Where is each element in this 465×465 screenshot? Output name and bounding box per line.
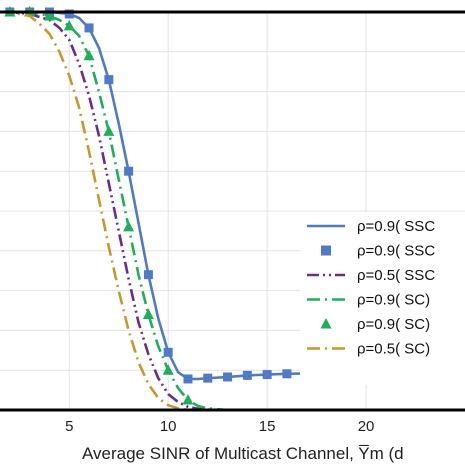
series-1-point-13 xyxy=(262,370,272,380)
plot-frame xyxy=(0,10,465,412)
series-1-point-14 xyxy=(282,369,292,379)
series-1-point-11 xyxy=(223,372,233,382)
series-1-point-3 xyxy=(64,9,74,19)
series-1-point-6 xyxy=(124,166,134,176)
x-tick-label-3: 20 xyxy=(358,418,375,435)
x-tick-label-1: 10 xyxy=(160,418,177,435)
legend-swatch-4 xyxy=(320,318,332,329)
legend: ρ=0.9( SSC ρ=0.9( SSC ρ=0.5( SSC ρ=0.9( SC)… xyxy=(300,213,465,385)
series-4-point-5 xyxy=(103,125,115,136)
legend-label-4: ρ=0.9( SC) xyxy=(357,316,430,333)
series-layer xyxy=(0,6,465,412)
series-4-point-4 xyxy=(83,49,95,61)
legend-label-5: ρ=0.5( SC) xyxy=(357,341,430,358)
legend-box xyxy=(300,213,465,385)
series-1-point-9 xyxy=(183,374,193,384)
series-4-point-8 xyxy=(162,364,174,375)
series-4-point-9 xyxy=(182,394,194,405)
series-1-point-5 xyxy=(104,75,114,85)
series-4-point-6 xyxy=(123,220,135,232)
series-4-point-7 xyxy=(142,308,154,319)
series-1-point-4 xyxy=(84,23,94,33)
legend-label-2: ρ=0.5( SSC xyxy=(357,267,435,284)
legend-label-3: ρ=0.9( SC) xyxy=(357,292,430,309)
series-1-point-7 xyxy=(143,270,153,280)
x-ticks: 5 10 15 20 xyxy=(65,418,374,435)
series-1-point-8 xyxy=(163,347,173,357)
x-tick-label-0: 5 xyxy=(65,418,73,435)
series-1-point-10 xyxy=(203,373,213,383)
grid xyxy=(0,12,465,410)
series-4-point-3 xyxy=(63,19,75,31)
legend-swatch-1 xyxy=(321,245,331,256)
legend-label-0: ρ=0.9( SSC xyxy=(357,218,435,235)
series-line-5 xyxy=(0,10,465,412)
x-tick-label-2: 15 xyxy=(259,418,276,435)
series-1-point-12 xyxy=(242,370,252,380)
series-4-point-2 xyxy=(43,9,55,21)
legend-label-1: ρ=0.9( SSC xyxy=(357,243,435,260)
x-axis-label: Average SINR of Multicast Channel, Y̅m (… xyxy=(82,444,404,463)
